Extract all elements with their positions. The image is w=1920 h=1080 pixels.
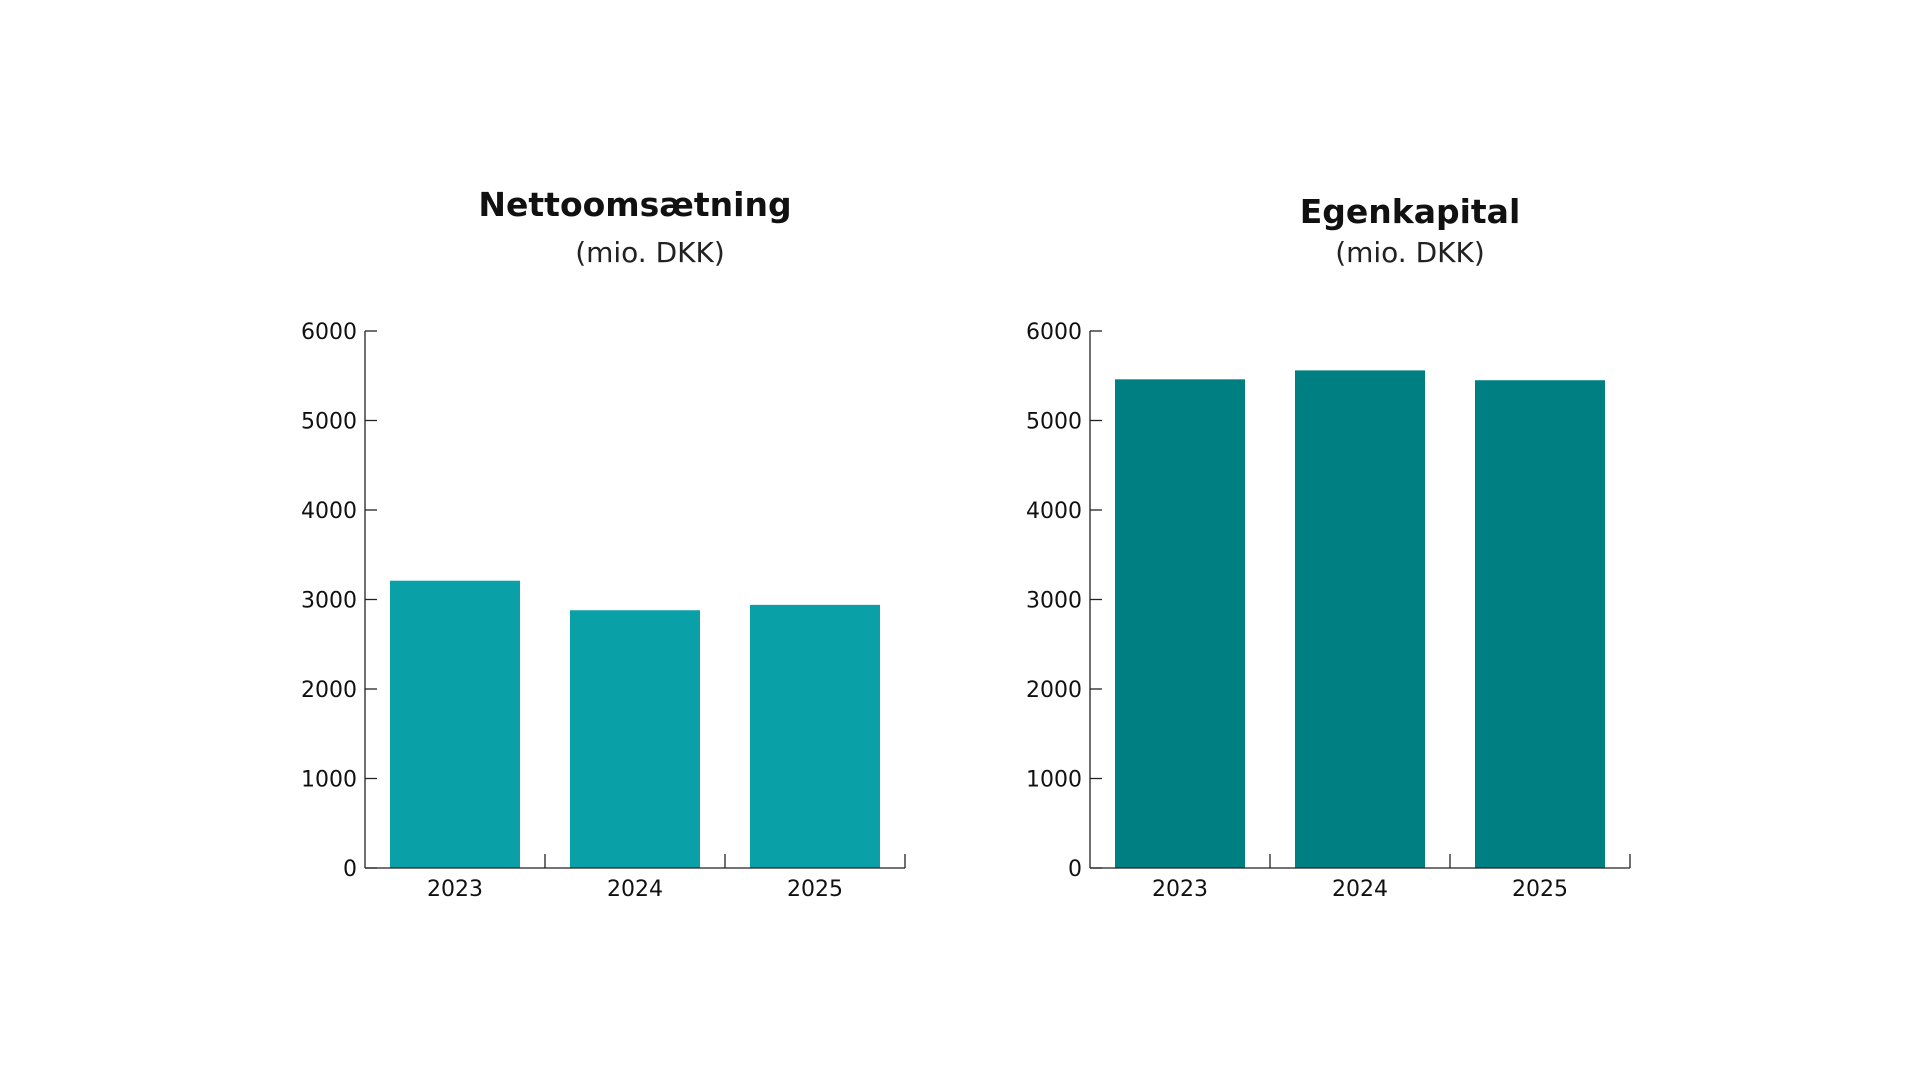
y-tick-label: 5000 bbox=[1026, 410, 1082, 435]
bar-2025 bbox=[1475, 380, 1605, 868]
y-tick-label: 6000 bbox=[1026, 320, 1082, 345]
y-tick-label: 0 bbox=[343, 857, 357, 882]
x-tick-label: 2025 bbox=[787, 877, 843, 902]
bar-2024 bbox=[1295, 370, 1425, 868]
bar-2025 bbox=[750, 604, 880, 868]
chart-subtitle: (mio. DKK) bbox=[1335, 236, 1485, 269]
bar-2023 bbox=[390, 580, 520, 868]
y-tick-label: 3000 bbox=[301, 589, 357, 614]
y-tick-label: 3000 bbox=[1026, 589, 1082, 614]
y-tick-label: 0 bbox=[1068, 857, 1082, 882]
y-tick-label: 2000 bbox=[1026, 678, 1082, 703]
y-tick-label: 4000 bbox=[1026, 499, 1082, 524]
bar-2023 bbox=[1115, 379, 1245, 868]
y-tick-label: 2000 bbox=[301, 678, 357, 703]
y-tick-label: 5000 bbox=[301, 410, 357, 435]
bar-chart-nettoomsaetning: 0 1000 2000 3000 4000 5000 6000 2023 2024 2025 bbox=[301, 320, 906, 902]
chart-subtitle: (mio. DKK) bbox=[575, 236, 725, 269]
bar-2024 bbox=[570, 610, 700, 868]
chart-title: Nettoomsætning bbox=[478, 185, 792, 224]
x-tick-label: 2023 bbox=[427, 877, 483, 902]
x-tick-label: 2024 bbox=[1332, 877, 1388, 902]
chart-title: Egenkapital bbox=[1299, 192, 1521, 231]
x-tick-label: 2024 bbox=[607, 877, 663, 902]
y-tick-label: 1000 bbox=[301, 768, 357, 793]
x-tick-label: 2025 bbox=[1512, 877, 1568, 902]
y-tick-label: 6000 bbox=[301, 320, 357, 345]
y-tick-label: 4000 bbox=[301, 499, 357, 524]
x-tick-label: 2023 bbox=[1152, 877, 1208, 902]
y-tick-label: 1000 bbox=[1026, 768, 1082, 793]
